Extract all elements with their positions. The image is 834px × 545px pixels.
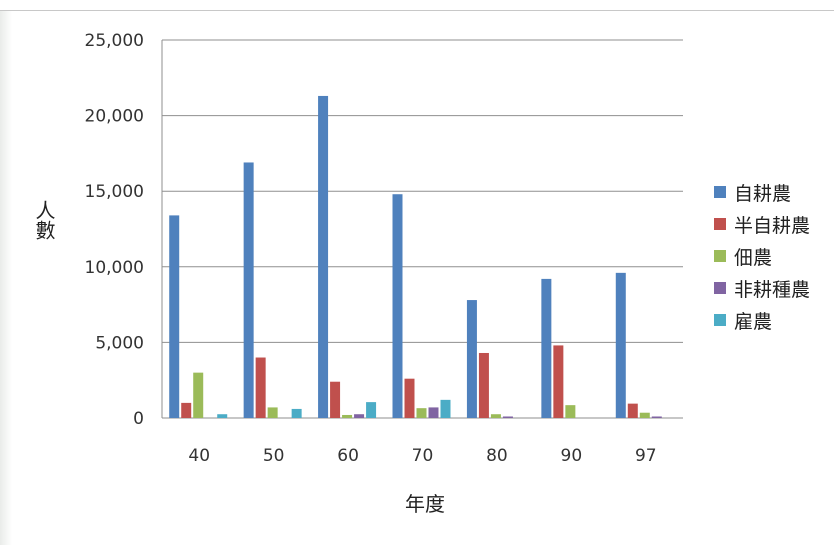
x-tick-label: 70 [412, 446, 434, 466]
x-tick-label: 40 [188, 446, 210, 466]
bar [565, 405, 576, 418]
x-tick-label: 60 [337, 446, 359, 466]
bar [342, 414, 353, 418]
bar [267, 407, 278, 418]
bar [354, 414, 365, 418]
bar [169, 215, 180, 418]
left-edge-shading [0, 11, 12, 545]
bar [615, 272, 626, 418]
bar [366, 402, 377, 418]
legend-swatch-part-owner-farmer [714, 218, 726, 230]
legend-item-hired-farmer: 雇農 [714, 304, 832, 336]
y-tick-label: 20,000 [85, 107, 144, 127]
bar [291, 408, 302, 418]
x-tick-label: 50 [263, 446, 285, 466]
bar [416, 408, 427, 418]
legend-label: 非耕種農 [734, 278, 811, 301]
y-tick-label: 10,000 [85, 258, 144, 278]
bar [193, 372, 204, 418]
bar [502, 416, 513, 418]
bar [217, 414, 228, 418]
bar [181, 402, 192, 418]
bar [318, 95, 329, 418]
top-rule [0, 10, 834, 11]
bar [478, 352, 489, 418]
y-tick-label: 15,000 [85, 182, 144, 202]
bar [440, 399, 451, 418]
x-tick-label: 90 [561, 446, 583, 466]
y-tick-label: 0 [133, 409, 144, 429]
legend-swatch-non-cultivating-farmer [714, 282, 726, 294]
bar [553, 345, 564, 418]
legend-label: 佃農 [734, 246, 773, 269]
legend-item-part-owner-farmer: 半自耕農 [714, 208, 832, 240]
x-tick-label: 80 [486, 446, 508, 466]
legend-swatch-tenant-farmer [714, 250, 726, 262]
bar [428, 407, 439, 418]
legend: 自耕農 半自耕農 佃農 非耕種農 雇農 [714, 176, 832, 336]
bar [639, 412, 650, 418]
bar [541, 278, 552, 418]
legend-item-owner-farmer: 自耕農 [714, 176, 832, 208]
legend-label: 自耕農 [734, 182, 792, 205]
legend-item-non-cultivating-farmer: 非耕種農 [714, 272, 832, 304]
legend-item-tenant-farmer: 佃農 [714, 240, 832, 272]
y-axis-title: 人數 [32, 200, 56, 240]
bar [651, 416, 662, 418]
bar [404, 378, 415, 418]
bar [330, 381, 341, 418]
x-axis-title: 年度 [405, 492, 445, 516]
y-tick-label: 5,000 [95, 333, 144, 353]
y-tick-label: 25,000 [85, 31, 144, 51]
x-tick-label: 97 [635, 446, 657, 466]
legend-swatch-owner-farmer [714, 186, 726, 198]
bar [392, 194, 403, 418]
bar [255, 357, 266, 418]
legend-label: 半自耕農 [734, 214, 811, 237]
bar [243, 162, 254, 418]
bar [490, 414, 501, 418]
legend-label: 雇農 [734, 310, 773, 333]
bar [627, 403, 638, 418]
legend-swatch-hired-farmer [714, 314, 726, 326]
bar [466, 300, 477, 418]
